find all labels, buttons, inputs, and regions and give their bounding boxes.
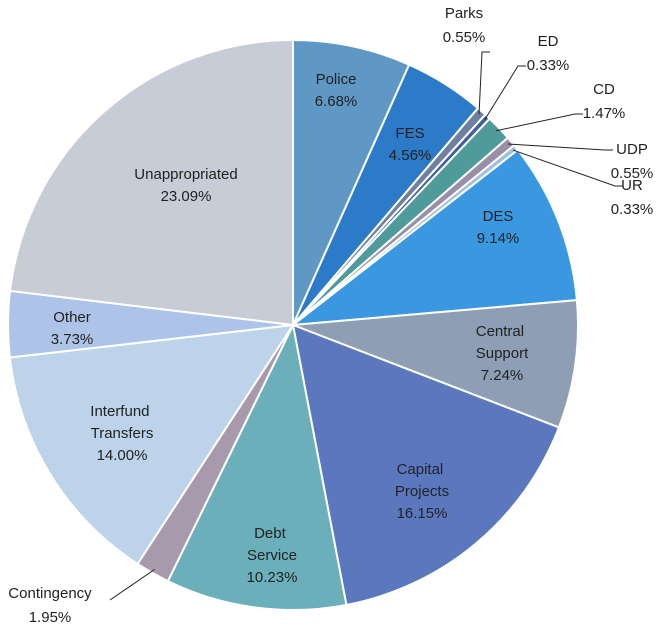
pie-slice bbox=[289, 148, 578, 327]
leader-line bbox=[495, 113, 583, 132]
slice-label: 14.00% bbox=[97, 447, 148, 464]
slice-label: Interfund Transfers bbox=[90, 403, 153, 442]
pie-slice bbox=[166, 321, 348, 611]
slice-label: Unappropriated bbox=[134, 166, 237, 183]
slice-label: ED bbox=[538, 33, 559, 50]
slice-label: Other bbox=[53, 309, 91, 326]
pie-slice bbox=[8, 38, 294, 327]
leader-line bbox=[512, 149, 623, 187]
pie-slice bbox=[292, 299, 579, 429]
slice-label: UR bbox=[621, 177, 643, 194]
slice-label: Debt Service bbox=[247, 525, 297, 564]
slice-label: FES bbox=[395, 125, 424, 142]
slice-label: 0.33% bbox=[611, 201, 654, 218]
slice-label: 0.55% bbox=[443, 29, 486, 46]
slice-label: Central Support bbox=[476, 323, 529, 362]
slice-label: Capital Projects bbox=[395, 461, 449, 500]
leader-line bbox=[507, 143, 613, 151]
leader-line bbox=[484, 65, 526, 120]
slice-label: Police bbox=[316, 71, 357, 88]
slice-label: 16.15% bbox=[397, 505, 448, 522]
leader-line bbox=[109, 569, 155, 601]
slice-label: 0.33% bbox=[527, 57, 570, 74]
pie-slice bbox=[292, 38, 411, 326]
slice-label: 1.47% bbox=[583, 105, 626, 122]
pie-slice bbox=[8, 323, 295, 566]
slice-label: 4.56% bbox=[389, 147, 432, 164]
slice-label: 7.24% bbox=[481, 367, 524, 384]
slice-label: 3.73% bbox=[51, 331, 94, 348]
slice-label: 1.95% bbox=[29, 609, 72, 626]
slice-label: CD bbox=[593, 81, 615, 98]
slice-label: 9.14% bbox=[477, 230, 520, 247]
slice-label: 6.68% bbox=[315, 93, 358, 110]
slice-label: 10.23% bbox=[247, 569, 298, 586]
slice-label: UDP bbox=[616, 141, 648, 158]
leader-line bbox=[478, 51, 490, 115]
pie-slice bbox=[291, 323, 561, 607]
slice-label: Parks bbox=[445, 5, 483, 22]
slice-label: DES bbox=[483, 208, 514, 225]
slice-label: 0.55% bbox=[611, 165, 654, 182]
slice-label: 23.09% bbox=[161, 188, 212, 205]
slice-label: Contingency bbox=[8, 585, 92, 602]
